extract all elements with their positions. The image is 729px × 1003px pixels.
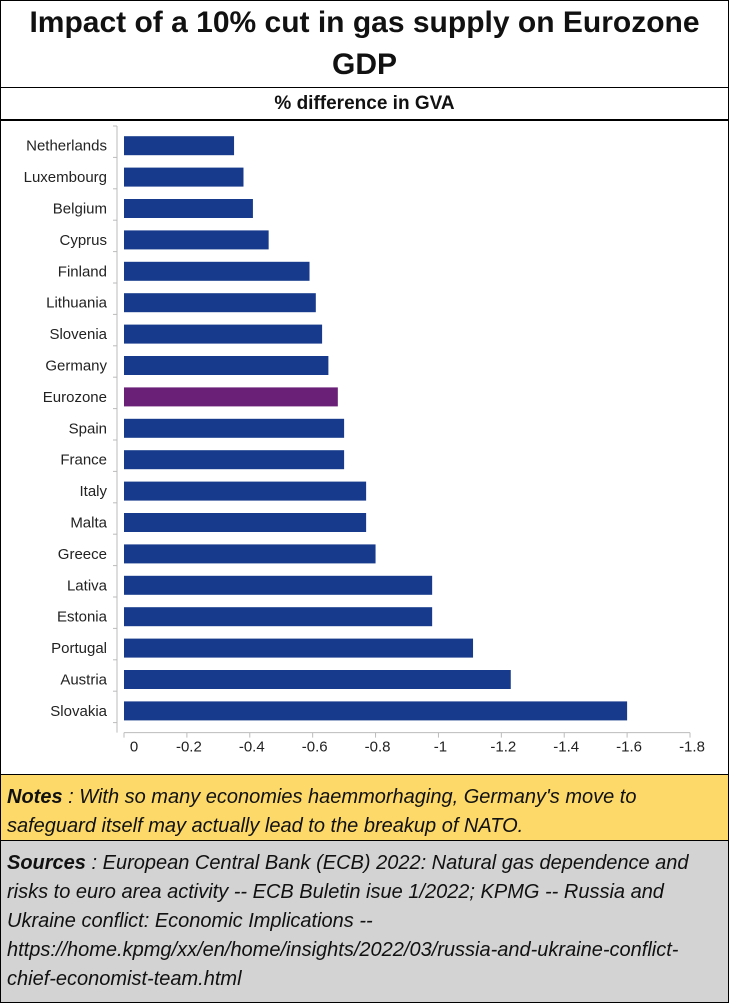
bar-portugal [124, 638, 474, 658]
category-label: Slovakia [50, 703, 107, 720]
bar-germany [124, 356, 329, 375]
x-tick-label: -1.8 [679, 739, 705, 756]
x-tick-label: 0 [130, 739, 138, 756]
x-tick-label: -0.4 [239, 739, 265, 756]
x-tick-label: -1 [434, 739, 447, 756]
category-label: Italy [79, 483, 107, 500]
bar-belgium [124, 199, 253, 218]
category-label: Lativa [67, 577, 108, 594]
bar-cyprus [124, 230, 269, 250]
x-tick-label: -1.4 [553, 739, 579, 756]
category-label: Belgium [53, 201, 107, 218]
bar-france [124, 450, 345, 470]
category-label: Cyprus [59, 232, 107, 249]
category-label: Germany [45, 358, 107, 375]
bar-eurozone [124, 387, 338, 407]
x-tick-label: -0.2 [176, 739, 202, 756]
category-label: Lithuania [46, 295, 108, 312]
category-label: France [60, 452, 107, 469]
bar-netherlands [124, 136, 235, 156]
bar-slovakia [124, 701, 628, 721]
bar-slovenia [124, 324, 323, 344]
category-label: Greece [58, 546, 107, 563]
category-label: Austria [60, 672, 107, 689]
category-label: Luxembourg [24, 169, 107, 186]
x-tick-label: -1.6 [616, 739, 642, 756]
bar-spain [124, 418, 345, 438]
bar-lithuania [124, 293, 316, 313]
category-label: Malta [70, 515, 107, 532]
category-label: Estonia [57, 609, 108, 626]
bar-italy [124, 481, 367, 501]
notes-text: : With so many economies haemmorhaging, … [7, 786, 637, 837]
category-label: Spain [69, 420, 107, 437]
x-tick-label: -0.6 [302, 739, 328, 756]
x-tick-label: -1.2 [490, 739, 516, 756]
sources-text: : European Central Bank (ECB) 2022: Natu… [7, 852, 689, 990]
bar-chart: Netherlands Luxembourg Belgium Cyprus Finlan… [24, 125, 705, 756]
bar-lativa [124, 575, 433, 595]
bar-estonia [124, 607, 433, 627]
chart-title: Impact of a 10% cut in gas supply on Eur… [1, 1, 728, 88]
bar-luxembourg [124, 167, 244, 187]
category-label: Portugal [51, 640, 107, 657]
sources-box: Sources : European Central Bank (ECB) 20… [1, 841, 728, 1002]
bar-malta [124, 513, 367, 532]
bar-greece [124, 544, 376, 564]
category-label: Slovenia [49, 326, 107, 343]
category-label: Finland [58, 263, 107, 280]
category-label: Eurozone [43, 389, 107, 406]
bar-austria [124, 670, 511, 689]
x-tick-label: -0.8 [365, 739, 391, 756]
category-label: Netherlands [26, 138, 107, 155]
sources-label: Sources [7, 852, 86, 874]
chart-subtitle: % difference in GVA [1, 89, 728, 121]
notes-box: Notes : With so many economies haemmorha… [1, 774, 728, 841]
notes-label: Notes [7, 786, 63, 808]
bar-finland [124, 261, 310, 281]
